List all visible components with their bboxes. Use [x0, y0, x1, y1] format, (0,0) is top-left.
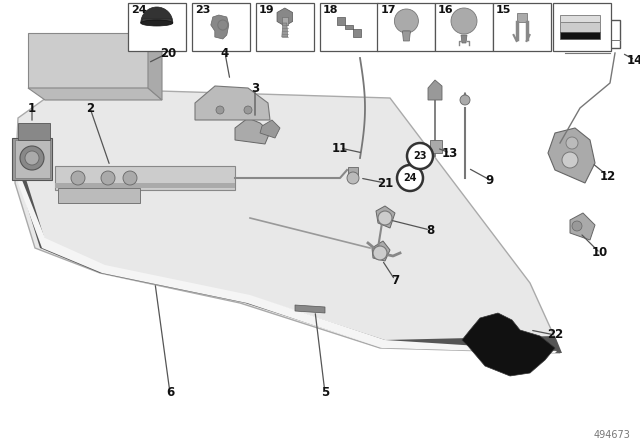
Polygon shape [235, 118, 270, 144]
Text: 6: 6 [166, 387, 174, 400]
Wedge shape [141, 7, 173, 23]
Polygon shape [430, 140, 442, 153]
Polygon shape [561, 22, 600, 32]
Polygon shape [55, 183, 235, 188]
Polygon shape [58, 188, 140, 203]
Circle shape [460, 95, 470, 105]
Polygon shape [561, 15, 600, 22]
Circle shape [101, 171, 115, 185]
Polygon shape [548, 128, 595, 183]
Bar [256, 3, 314, 51]
Text: 11: 11 [332, 142, 348, 155]
Text: 21: 21 [377, 177, 393, 190]
Text: 24: 24 [403, 173, 417, 183]
Polygon shape [12, 138, 52, 180]
Text: 24: 24 [131, 5, 147, 15]
Bar [493, 3, 550, 51]
Text: 2: 2 [86, 102, 94, 115]
Polygon shape [295, 305, 325, 313]
Text: 5: 5 [321, 387, 329, 400]
Text: 7: 7 [391, 273, 399, 287]
Text: 23: 23 [413, 151, 427, 161]
Text: 12: 12 [600, 169, 616, 182]
Text: 1: 1 [28, 102, 36, 115]
Polygon shape [462, 313, 555, 376]
Circle shape [244, 106, 252, 114]
Bar [435, 3, 493, 51]
Circle shape [216, 106, 224, 114]
Text: 17: 17 [380, 5, 396, 15]
Polygon shape [195, 86, 270, 120]
Text: 8: 8 [426, 224, 434, 237]
Bar [192, 3, 250, 51]
Polygon shape [277, 8, 292, 26]
Circle shape [407, 143, 433, 169]
Text: 4: 4 [221, 47, 229, 60]
Polygon shape [20, 176, 562, 353]
Polygon shape [18, 175, 557, 353]
Polygon shape [337, 17, 361, 37]
Ellipse shape [141, 20, 173, 26]
Circle shape [373, 246, 387, 260]
Polygon shape [403, 31, 410, 41]
Text: 23: 23 [195, 5, 210, 15]
Polygon shape [282, 17, 288, 25]
Polygon shape [28, 33, 148, 88]
Circle shape [397, 165, 423, 191]
Polygon shape [282, 23, 288, 37]
Bar [128, 3, 186, 51]
Polygon shape [260, 120, 280, 138]
Bar [320, 3, 378, 51]
Text: 9: 9 [486, 173, 494, 186]
Circle shape [451, 8, 477, 34]
Circle shape [123, 171, 137, 185]
Polygon shape [570, 213, 595, 240]
Polygon shape [376, 206, 395, 228]
Polygon shape [148, 33, 162, 100]
Text: 20: 20 [160, 47, 176, 60]
Polygon shape [211, 15, 229, 39]
Polygon shape [516, 13, 527, 22]
Text: 13: 13 [442, 146, 458, 159]
Polygon shape [141, 19, 173, 23]
Circle shape [394, 9, 419, 33]
Text: 3: 3 [251, 82, 259, 95]
Text: 18: 18 [323, 5, 339, 15]
Polygon shape [561, 32, 600, 39]
Polygon shape [372, 241, 390, 261]
Text: 22: 22 [547, 328, 563, 341]
Text: 19: 19 [259, 5, 275, 15]
Polygon shape [15, 140, 50, 178]
Circle shape [572, 221, 582, 231]
Polygon shape [55, 166, 235, 190]
Circle shape [347, 172, 359, 184]
Text: 10: 10 [592, 246, 608, 259]
Polygon shape [15, 88, 560, 353]
Polygon shape [428, 80, 442, 100]
Circle shape [25, 151, 39, 165]
Text: 14: 14 [627, 53, 640, 66]
Text: 16: 16 [438, 5, 454, 15]
Polygon shape [348, 167, 358, 175]
Text: 15: 15 [495, 5, 511, 15]
Text: 494673: 494673 [593, 430, 630, 440]
Bar [554, 3, 611, 51]
Circle shape [566, 137, 578, 149]
Bar [378, 3, 435, 51]
Circle shape [71, 171, 85, 185]
Circle shape [562, 152, 578, 168]
Polygon shape [403, 31, 410, 33]
Polygon shape [461, 35, 467, 43]
Polygon shape [18, 123, 50, 140]
Polygon shape [28, 88, 162, 100]
Circle shape [20, 146, 44, 170]
Circle shape [378, 211, 392, 225]
Bar [560, 20, 620, 48]
